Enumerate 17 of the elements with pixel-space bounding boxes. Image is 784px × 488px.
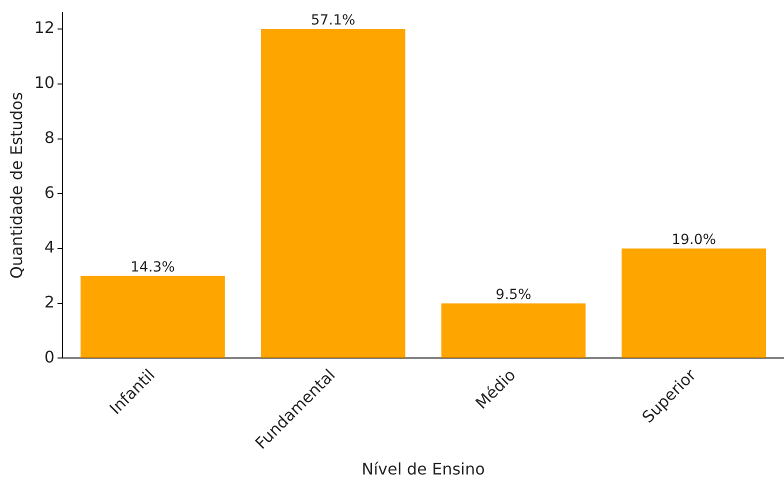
y-axis-title: Quantidade de Estudos [6,92,26,279]
y-tick-label: 0 [44,347,55,366]
y-tick-label: 6 [44,182,55,202]
y-tick-label: 12 [34,18,55,38]
annotation: 19.0% [672,232,716,248]
annotation: 9.5% [496,286,532,303]
bar [80,276,225,358]
bar [622,248,766,358]
y-tick-label: 8 [44,128,55,147]
annotation: 14.3% [130,260,175,276]
bar [441,303,586,358]
y-tick-label: 4 [44,238,55,257]
annotation: 57.1% [310,12,356,29]
bar [260,29,406,358]
y-tick-label: 2 [44,292,55,312]
y-tick-label: 10 [34,73,55,92]
x-axis-title: Nível de Ensino [362,460,485,479]
